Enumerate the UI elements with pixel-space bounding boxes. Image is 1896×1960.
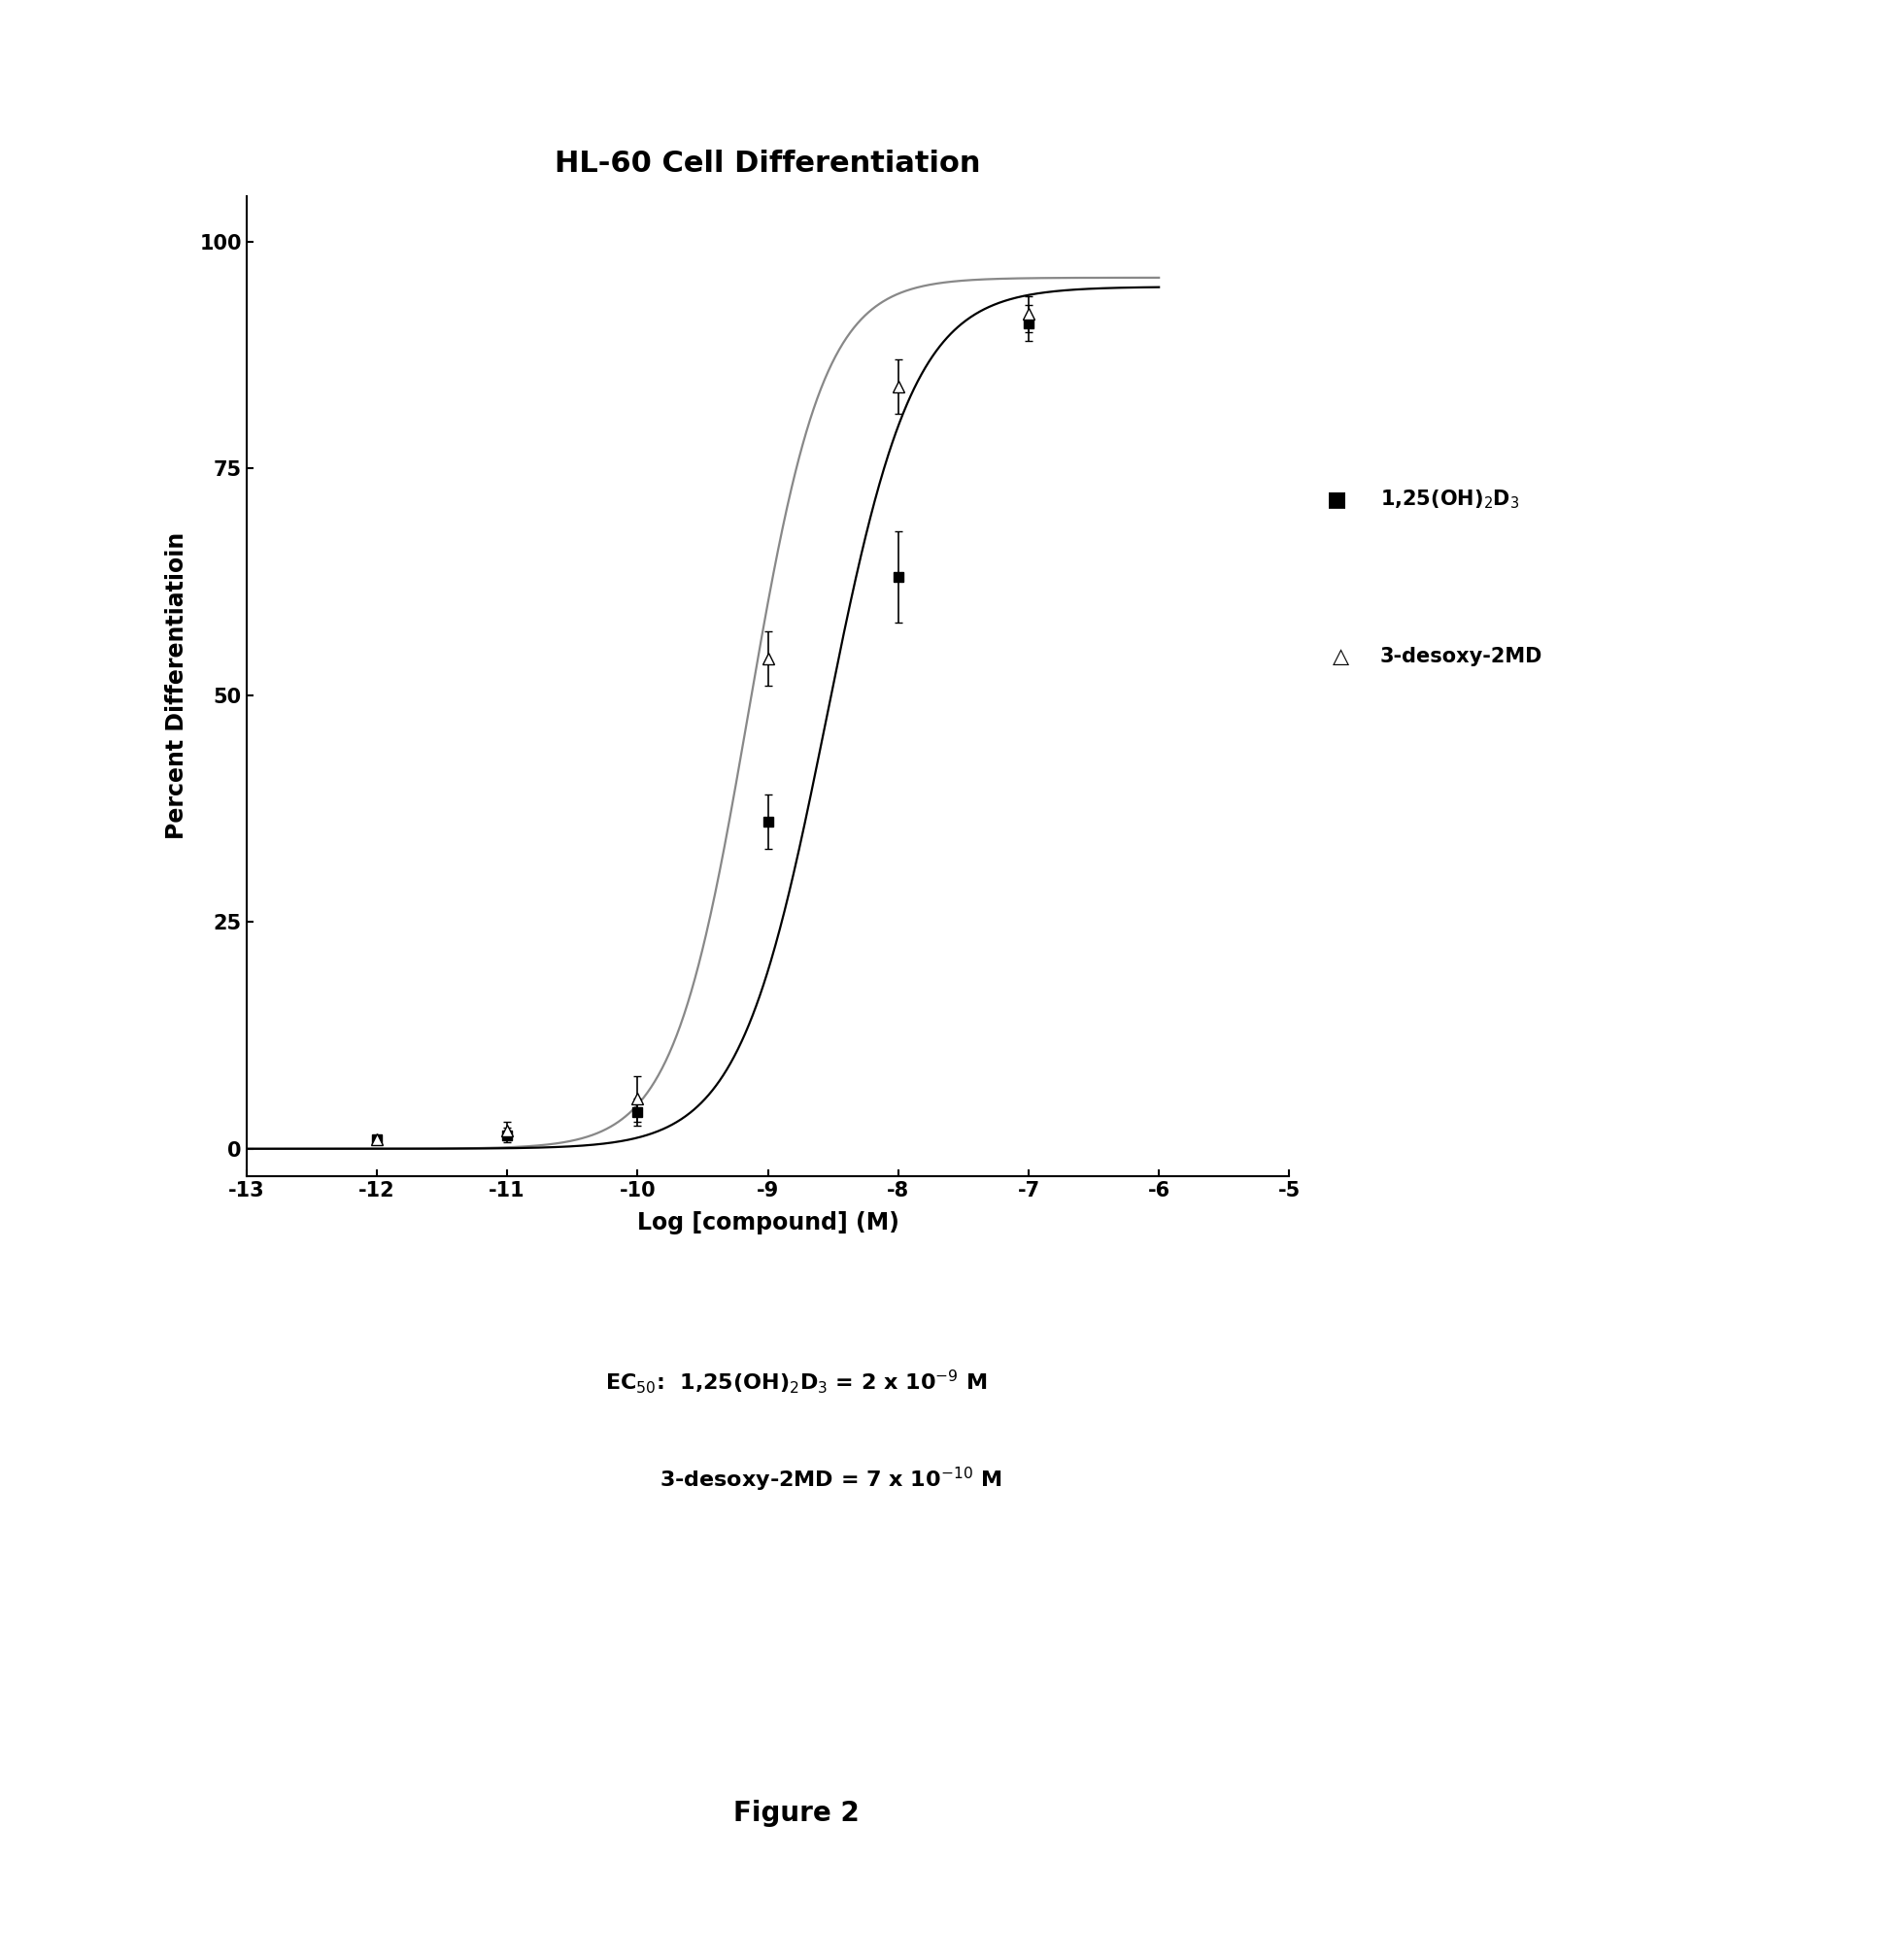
X-axis label: Log [compound] (M): Log [compound] (M) [637, 1211, 899, 1235]
Text: EC$_{50}$:  1,25(OH)$_2$D$_3$ = 2 x 10$^{-9}$ M: EC$_{50}$: 1,25(OH)$_2$D$_3$ = 2 x 10$^{… [605, 1368, 988, 1396]
Y-axis label: Percent Differentiatioin: Percent Differentiatioin [165, 533, 190, 839]
Text: ■: ■ [1327, 490, 1348, 510]
Text: 1,25(OH)$_2$D$_3$: 1,25(OH)$_2$D$_3$ [1380, 488, 1519, 512]
Text: △: △ [1333, 647, 1350, 666]
Title: HL-60 Cell Differentiation: HL-60 Cell Differentiation [556, 149, 980, 178]
Text: 3-desoxy-2MD = 7 x 10$^{-10}$ M: 3-desoxy-2MD = 7 x 10$^{-10}$ M [660, 1466, 1001, 1494]
Text: 3-desoxy-2MD: 3-desoxy-2MD [1380, 647, 1543, 666]
Text: Figure 2: Figure 2 [734, 1799, 859, 1827]
